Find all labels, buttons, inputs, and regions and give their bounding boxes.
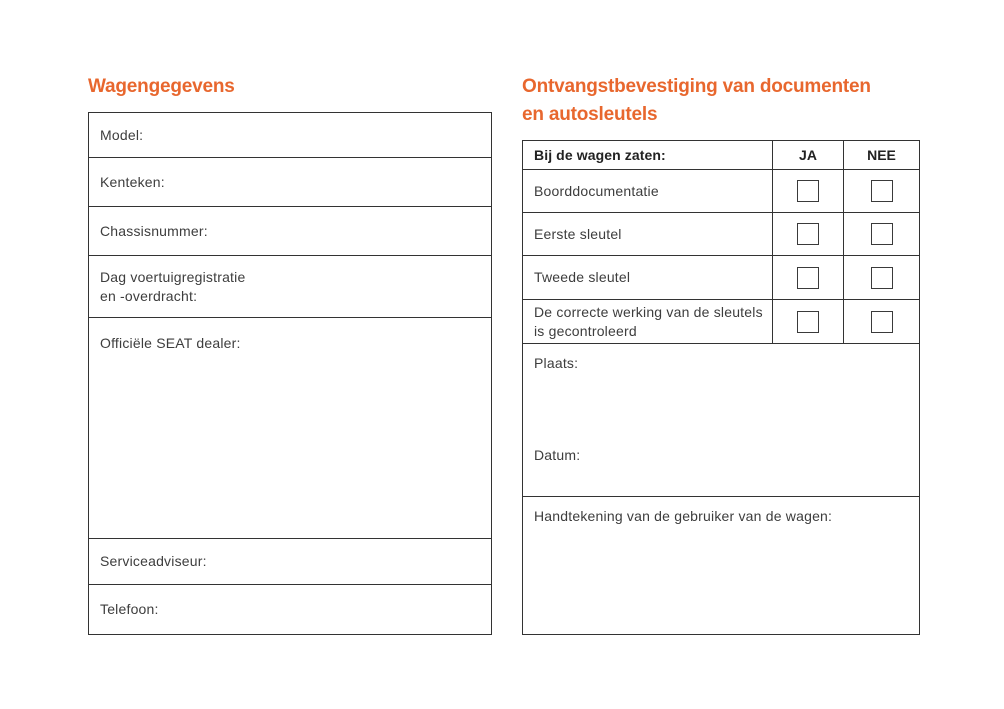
ja-cell [773, 256, 844, 299]
checkbox-nee-werking-sleutels[interactable] [870, 310, 893, 333]
checkbox-nee-tweede-sleutel[interactable] [870, 266, 893, 289]
header-cell-items: Bij de wagen zaten: [523, 141, 773, 169]
field-label-model: Model: [100, 126, 144, 143]
field-label-registratiedag: Dag voertuigregistratie en -overdracht: [100, 269, 246, 304]
right-section-title: Ontvangstbevestiging van documenten en a… [522, 76, 871, 125]
row-label: De correcte werking van de sleutels is g… [534, 304, 763, 339]
field-label-datum: Datum: [534, 447, 581, 463]
table-row-handtekening[interactable]: Handtekening van de gebruiker van de wag… [523, 497, 919, 634]
row-label-cell: De correcte werking van de sleutels is g… [523, 300, 773, 343]
nee-cell [844, 213, 919, 255]
table-row-serviceadviseur[interactable]: Serviceadviseur: [89, 539, 491, 585]
checkbox-ja-eerste-sleutel[interactable] [797, 223, 819, 245]
checkbox-nee-boorddocumentatie[interactable] [870, 180, 893, 202]
table-row-werking-sleutels: De correcte werking van de sleutels is g… [523, 300, 919, 344]
row-label-cell: Eerste sleutel [523, 213, 773, 255]
field-label-telefoon: Telefoon: [100, 601, 159, 618]
table-row-model[interactable]: Model: [89, 113, 491, 158]
field-label-plaats: Plaats: [534, 355, 579, 371]
row-label: Tweede sleutel [534, 269, 631, 286]
header-ja-label: JA [799, 147, 817, 163]
header-nee-label: NEE [867, 147, 896, 163]
nee-cell [844, 300, 919, 343]
documents-receipt-table: Bij de wagen zaten: JA NEE Boorddocument… [522, 140, 920, 635]
table-row-dealer[interactable]: Officiële SEAT dealer: [89, 318, 491, 539]
nee-cell [844, 256, 919, 299]
table-row-registratiedag[interactable]: Dag voertuigregistratie en -overdracht: [89, 256, 491, 318]
row-label-cell: Tweede sleutel [523, 256, 773, 299]
table-row-plaats-datum[interactable]: Plaats: Datum: [523, 344, 919, 497]
checkbox-ja-werking-sleutels[interactable] [797, 310, 819, 333]
ja-cell [773, 213, 844, 255]
field-label-serviceadviseur: Serviceadviseur: [100, 553, 207, 570]
table-header-row: Bij de wagen zaten: JA NEE [523, 141, 919, 170]
header-cell-ja: JA [773, 141, 844, 169]
left-section-title: Wagengegevens [88, 76, 235, 97]
table-row-telefoon[interactable]: Telefoon: [89, 585, 491, 634]
table-row-chassisnummer[interactable]: Chassisnummer: [89, 207, 491, 256]
table-row-kenteken[interactable]: Kenteken: [89, 158, 491, 207]
field-label-dealer: Officiële SEAT dealer: [100, 335, 241, 351]
checkbox-ja-tweede-sleutel[interactable] [797, 266, 819, 289]
header-cell-nee: NEE [844, 141, 919, 169]
row-label-cell: Boorddocumentatie [523, 170, 773, 212]
checkbox-ja-boorddocumentatie[interactable] [797, 180, 819, 202]
row-label: Boorddocumentatie [534, 182, 659, 199]
ja-cell [773, 300, 844, 343]
table-row-tweede-sleutel: Tweede sleutel [523, 256, 919, 300]
ja-cell [773, 170, 844, 212]
table-row-eerste-sleutel: Eerste sleutel [523, 213, 919, 256]
field-label-chassisnummer: Chassisnummer: [100, 222, 208, 239]
row-label: Eerste sleutel [534, 225, 622, 242]
table-row-boorddocumentatie: Boorddocumentatie [523, 170, 919, 213]
vehicle-data-table: Model: Kenteken: Chassisnummer: Dag voer… [88, 112, 492, 635]
nee-cell [844, 170, 919, 212]
field-label-handtekening: Handtekening van de gebruiker van de wag… [534, 508, 833, 524]
field-label-kenteken: Kenteken: [100, 173, 165, 190]
header-label: Bij de wagen zaten: [534, 146, 666, 163]
checkbox-nee-eerste-sleutel[interactable] [870, 223, 893, 245]
